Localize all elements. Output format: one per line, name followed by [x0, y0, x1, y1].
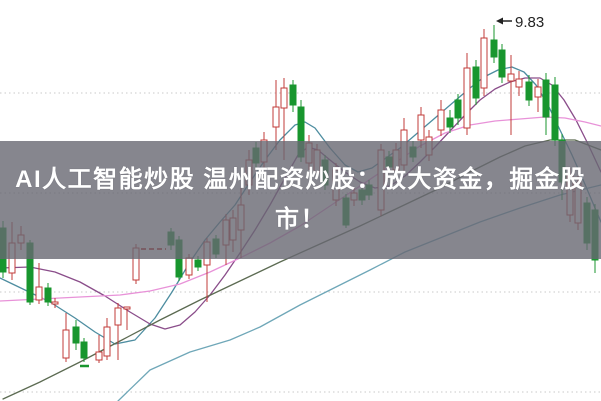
candle-down: [80, 341, 88, 359]
candle-down: [472, 66, 480, 99]
candle-down: [446, 117, 454, 128]
candle-down: [454, 99, 462, 119]
candle-down: [44, 287, 52, 303]
candle-down: [289, 84, 297, 106]
candle-up: [114, 307, 122, 326]
candle-up: [507, 73, 515, 82]
candle-down: [498, 49, 506, 78]
candle-up: [515, 78, 523, 88]
candle-down: [490, 39, 498, 58]
candle-down: [542, 79, 550, 118]
candle-up: [51, 301, 59, 305]
candle-up: [534, 86, 542, 98]
candle-down: [551, 84, 559, 141]
watermark-text-line1: AI人工智能炒股 温州配资炒股：放大资金，掘金股: [15, 166, 586, 193]
candle-up: [35, 286, 43, 301]
watermark-text-line2: 市！: [275, 206, 326, 233]
candle-up: [103, 326, 111, 357]
candle-up: [62, 329, 70, 359]
candle-up: [480, 37, 488, 89]
candle-down: [525, 81, 533, 101]
candle-up: [437, 109, 445, 131]
candle-down: [194, 259, 202, 268]
candle-up: [123, 306, 131, 310]
candle-up: [95, 351, 103, 361]
candle-down: [72, 326, 80, 344]
candle-up: [185, 257, 193, 276]
candle-up: [280, 87, 288, 109]
price-label: 9.83: [515, 14, 544, 31]
candle-up: [463, 67, 471, 129]
candle-up: [272, 106, 280, 128]
price-arrow-head: [496, 17, 503, 25]
watermark-banner: AI人工智能炒股 温州配资炒股：放大资金，掘金股 市！: [0, 141, 601, 259]
candle-up: [417, 114, 425, 141]
